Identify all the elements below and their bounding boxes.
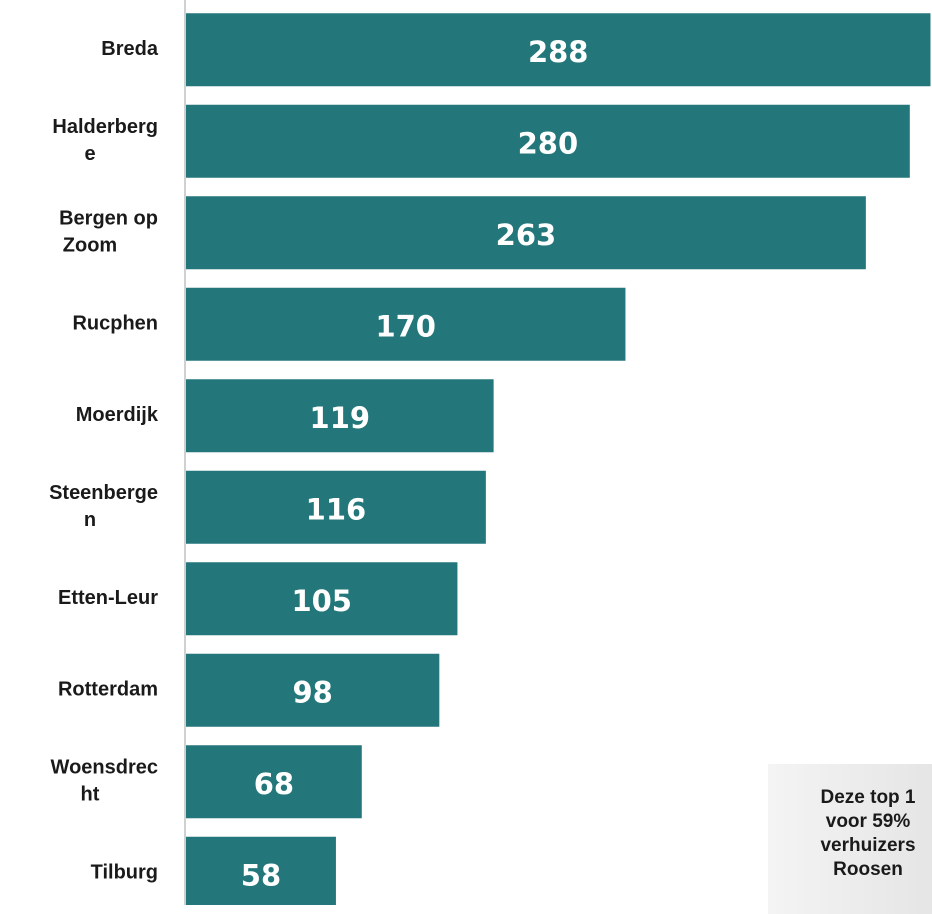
bar: [186, 836, 336, 905]
category-label: Etten-Leur: [58, 587, 158, 609]
bar: [186, 104, 910, 178]
callout-line-3: verhuizers: [820, 835, 916, 856]
category-label: Breda: [101, 38, 159, 60]
bar-value-label: 119: [310, 401, 371, 435]
category-label: Moerdijk: [76, 404, 159, 426]
bar: [186, 287, 626, 361]
category-label: Zoom: [63, 235, 117, 257]
bar-value-label: 288: [528, 35, 589, 69]
bar: [186, 653, 440, 727]
category-label: n: [84, 509, 96, 531]
category-label: Rotterdam: [58, 679, 158, 701]
category-label: Steenberge: [49, 482, 158, 504]
category-label: ht: [81, 784, 100, 806]
category-label: e: [84, 143, 95, 165]
callout-line-2: voor 59%: [825, 811, 911, 832]
category-label: Tilburg: [91, 862, 158, 884]
bar-value-label: 116: [306, 492, 367, 526]
bar: [186, 13, 931, 87]
bar: [186, 196, 866, 270]
bar: [186, 379, 494, 453]
category-label: Bergen op: [59, 208, 158, 230]
bar-value-label: 280: [518, 126, 579, 160]
bar-value-label: 170: [375, 309, 436, 343]
bar-value-label: 105: [291, 584, 352, 618]
bar: [186, 745, 362, 819]
callout-line-1: Deze top 1: [820, 787, 916, 808]
bar-value-label: 58: [241, 858, 281, 892]
bar-value-label: 263: [496, 218, 557, 252]
bar-value-label: 68: [254, 767, 294, 801]
callout-box: Deze top 1 voor 59% verhuizers Roosen: [768, 764, 932, 914]
category-label: Halderberg: [52, 116, 158, 138]
category-label: Woensdrec: [51, 757, 158, 779]
bar-value-label: 98: [292, 675, 332, 709]
bar: [186, 470, 486, 544]
callout-line-4: Roosen: [833, 859, 903, 880]
category-label: Rucphen: [72, 313, 158, 335]
bar: [186, 562, 458, 636]
